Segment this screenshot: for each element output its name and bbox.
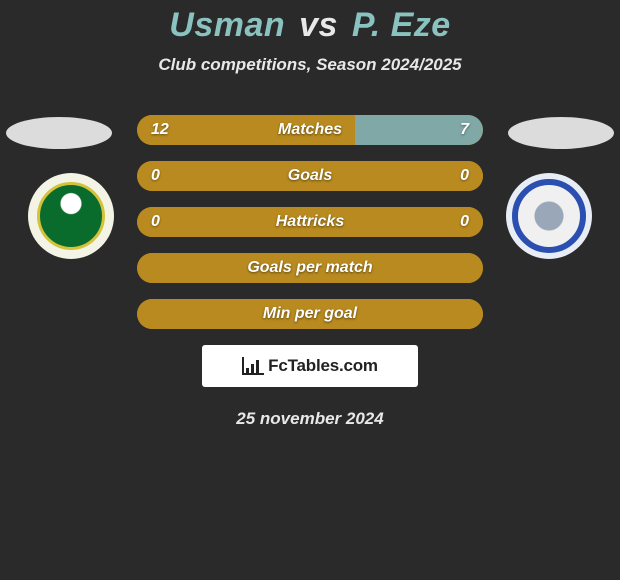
stat-label: Goals per match: [137, 259, 483, 277]
stat-label: Hattricks: [137, 213, 483, 231]
stat-value-right: 0: [460, 213, 469, 231]
stat-label: Goals: [137, 167, 483, 185]
comparison-card: Usman vs P. Eze Club competitions, Seaso…: [0, 0, 620, 429]
stat-row: Goals0 0: [137, 161, 483, 191]
stat-label: Min per goal: [137, 305, 483, 323]
title: Usman vs P. Eze: [0, 6, 620, 45]
chart-icon: [242, 357, 264, 375]
stat-value-right: 0: [460, 167, 469, 185]
stat-value-left: 0: [151, 213, 160, 231]
player2-club-badge: [506, 173, 592, 259]
stat-rows: Matches127Goals00Hattricks00Goals per ma…: [137, 115, 483, 329]
stat-value-left: 12: [151, 121, 169, 139]
stat-row: Min per goal: [137, 299, 483, 329]
stat-label: Matches: [137, 121, 483, 139]
stat-row: Hattricks0 0: [137, 207, 483, 237]
vs-label: vs: [299, 6, 338, 44]
source-label: FcTables.com: [268, 356, 378, 376]
stat-value-left: 0: [151, 167, 160, 185]
date-label: 25 november 2024: [0, 409, 620, 429]
subtitle: Club competitions, Season 2024/2025: [0, 55, 620, 75]
player2-name: P. Eze: [352, 6, 451, 44]
player2-photo-placeholder: [508, 117, 614, 149]
stat-value-right: 7: [460, 121, 469, 139]
player1-club-badge: [28, 173, 114, 259]
content-area: Matches127Goals00Hattricks00Goals per ma…: [0, 115, 620, 429]
stat-row: Matches12 7: [137, 115, 483, 145]
stat-row: Goals per match: [137, 253, 483, 283]
player1-name: Usman: [169, 6, 285, 44]
player1-photo-placeholder: [6, 117, 112, 149]
source-logo: FcTables.com: [202, 345, 418, 387]
